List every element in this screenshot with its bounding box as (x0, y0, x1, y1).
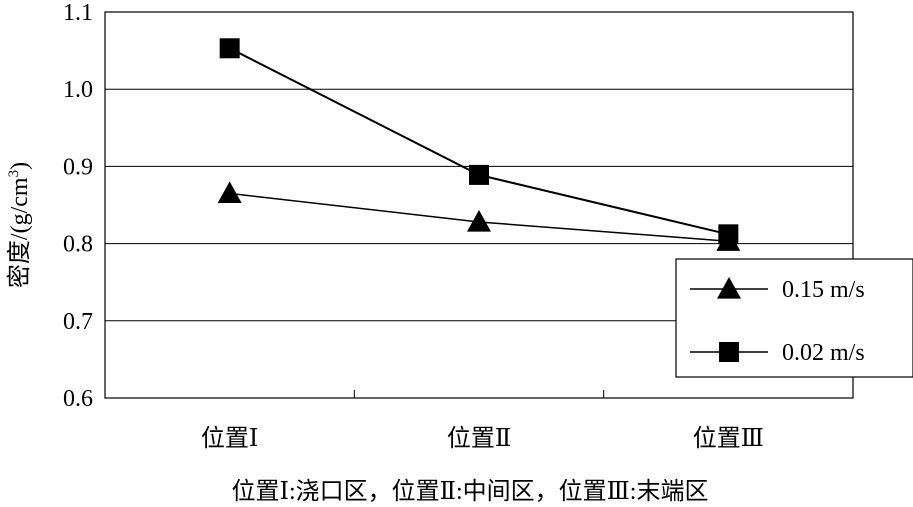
data-point-square (469, 164, 489, 185)
data-point-triangle (217, 181, 242, 204)
y-tick-label: 0.8 (63, 232, 93, 258)
data-point-square (718, 224, 739, 245)
x-axis-tick-labels: 位置Ⅰ 位置Ⅱ 位置Ⅲ (201, 425, 764, 452)
legend-box (675, 258, 913, 378)
series-layer (217, 38, 741, 251)
plot-area-frame (104, 11, 854, 399)
y-tick-label: 0.9 (63, 154, 93, 180)
x-axis-ticks (353, 390, 605, 398)
y-tick-label: 0.6 (63, 386, 93, 412)
y-axis-tick-labels: 0.6 0.7 0.8 0.9 1.0 1.1 (63, 0, 93, 412)
y-tick-label: 1.0 (63, 77, 93, 103)
data-point-triangle (467, 209, 491, 232)
series-line (229, 47, 729, 236)
data-point-square (219, 38, 240, 59)
y-tick-label: 1.1 (63, 0, 93, 26)
legend-marker-square (719, 342, 739, 362)
legend-item: 0.02 m/s (690, 340, 865, 366)
legend: 0.15 m/s 0.02 m/s (675, 258, 913, 378)
x-tick-label: 位置Ⅲ (693, 425, 764, 452)
y-axis-label: 密度/(g/cm3) (6, 162, 33, 288)
chart-caption: 位置Ⅰ:浇口区，位置Ⅱ:中间区，位置Ⅲ:末端区 (232, 478, 709, 505)
legend-label: 0.02 m/s (782, 340, 865, 366)
series-triangle (217, 181, 741, 251)
legend-item: 0.15 m/s (690, 277, 865, 303)
x-tick-label: 位置Ⅰ (201, 425, 258, 452)
legend-label: 0.15 m/s (782, 277, 865, 303)
y-tick-label: 0.7 (63, 309, 93, 335)
x-tick-label: 位置Ⅱ (447, 425, 511, 452)
legend-marker-triangle (717, 277, 741, 299)
series-square (219, 38, 739, 245)
